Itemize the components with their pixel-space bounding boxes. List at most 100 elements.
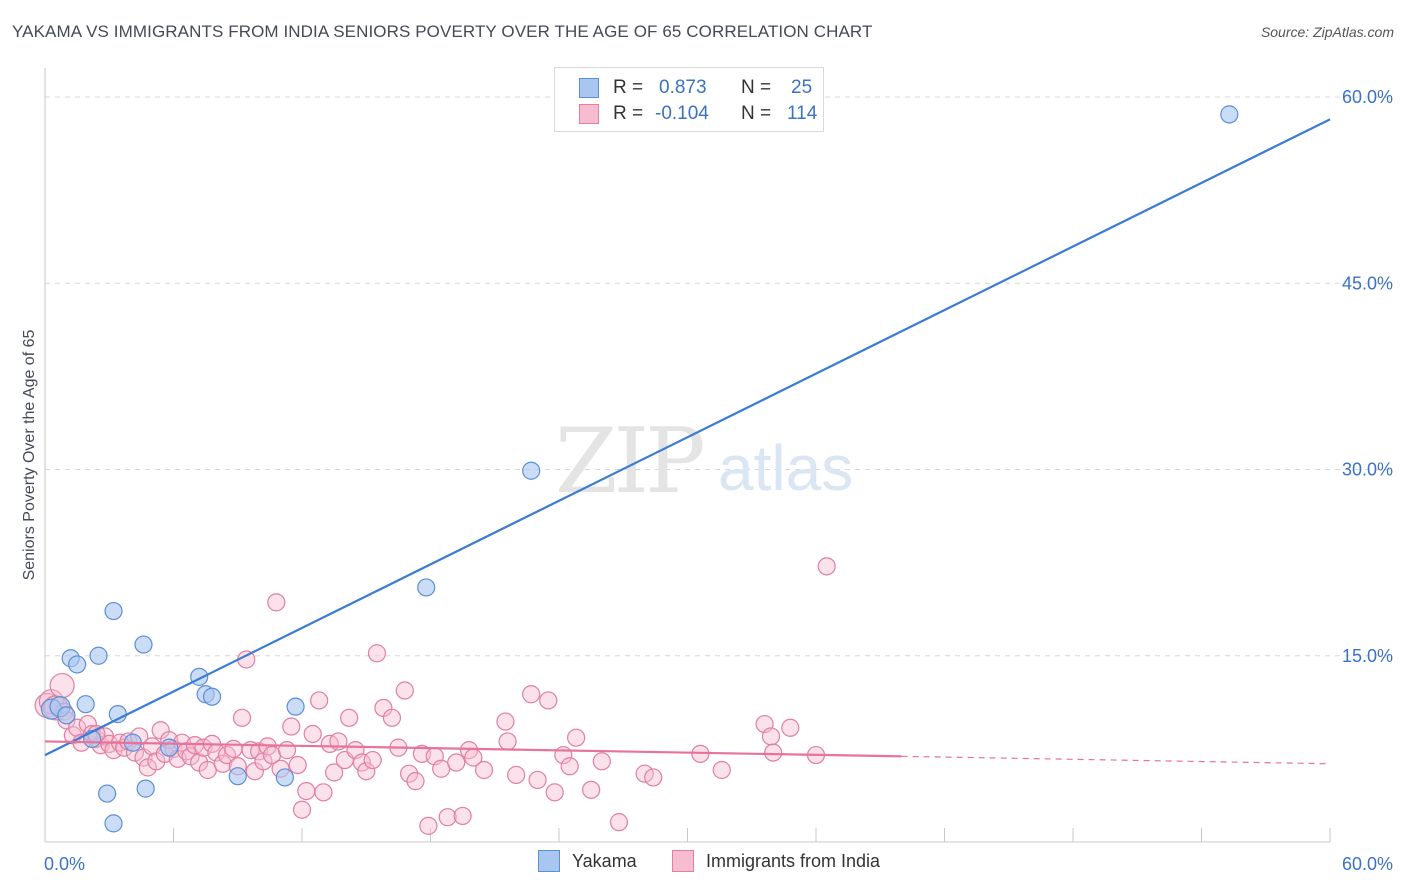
legend-n-label: N =	[741, 103, 772, 124]
india-point	[213, 754, 232, 773]
y-tick-label: 15.0%	[1342, 646, 1393, 666]
india-point	[592, 752, 611, 771]
india-point	[560, 757, 579, 776]
legend-r-label: R =	[613, 103, 644, 124]
legend-n-label: N =	[741, 77, 772, 98]
legend-r-label: R =	[613, 77, 644, 98]
series-legend: Yakama Immigrants from India	[0, 850, 1406, 878]
x-tick-label: 0.0%	[44, 854, 85, 874]
watermark-zip: ZIP	[555, 409, 703, 514]
legend-row-yakama: R = 0.873 N = 25	[579, 75, 812, 101]
yakama-point	[286, 697, 305, 716]
india-point	[297, 781, 316, 801]
india-point	[781, 718, 800, 737]
india-point	[447, 753, 466, 772]
yakama-point	[76, 695, 95, 714]
india-point	[340, 708, 359, 727]
india-point	[282, 717, 301, 736]
y-tick-label: 60.0%	[1342, 87, 1393, 107]
legend-item-yakama[interactable]: Yakama	[538, 850, 637, 872]
yakama-point	[98, 784, 117, 803]
india-point	[817, 557, 836, 576]
india-point	[292, 800, 312, 819]
yakama-point	[1220, 105, 1239, 124]
watermark: ZIP atlas	[555, 409, 853, 514]
india-point	[303, 724, 322, 744]
yakama-point	[57, 706, 76, 725]
india-point	[507, 765, 526, 785]
legend-label-yakama: Yakama	[572, 850, 637, 871]
india-point	[498, 732, 517, 751]
yakama-point	[275, 768, 294, 787]
india-point	[712, 760, 731, 780]
chart-title: YAKAMA VS IMMIGRANTS FROM INDIA SENIORS …	[12, 22, 873, 41]
y-tick-label: 45.0%	[1342, 273, 1393, 293]
india-point	[357, 762, 376, 781]
india-point	[399, 764, 419, 783]
india-point	[49, 672, 75, 699]
india-point	[288, 755, 307, 775]
india-point	[453, 806, 472, 826]
india-point	[367, 644, 387, 663]
india-point	[277, 741, 297, 760]
yakama-point	[228, 767, 247, 786]
yakama-points	[40, 105, 1239, 833]
india-point	[764, 743, 783, 762]
india-point	[325, 763, 344, 782]
india-point	[644, 768, 663, 787]
india-point	[522, 685, 541, 704]
yakama-point	[522, 461, 541, 480]
india-trend-line-dashed	[901, 755, 1331, 765]
india-point	[314, 783, 333, 802]
yakama-trend-line	[44, 118, 1331, 757]
legend-r-value: -0.104	[655, 103, 709, 124]
legend-swatch-india	[579, 104, 599, 124]
india-point	[406, 772, 425, 791]
india-point	[528, 770, 547, 790]
yakama-point	[89, 646, 108, 665]
yakama-point	[134, 635, 153, 654]
india-point	[352, 753, 372, 772]
india-point	[382, 708, 402, 727]
india-trend-line	[44, 740, 902, 758]
legend-r-value: 0.873	[659, 77, 707, 98]
india-point	[232, 708, 252, 727]
legend-label-india: Immigrants from India	[706, 850, 881, 871]
y-tick-label: 30.0%	[1342, 460, 1393, 480]
yakama-point	[68, 655, 87, 674]
india-point	[474, 760, 494, 780]
trend-lines	[44, 118, 1331, 765]
india-point	[363, 750, 382, 770]
yakama-point	[104, 814, 123, 833]
grid-lines	[45, 96, 1392, 657]
legend-n-value: 25	[791, 77, 813, 98]
india-point	[419, 816, 438, 835]
india-point	[496, 712, 515, 731]
india-point	[267, 593, 286, 612]
india-point	[395, 681, 414, 700]
y-axis-label: Seniors Poverty Over the Age of 65	[21, 329, 38, 581]
watermark-atlas: atlas	[718, 432, 853, 504]
india-point	[224, 739, 243, 758]
legend-row-india: R = -0.104 N = 114	[579, 101, 817, 127]
india-point	[545, 783, 564, 802]
x-tick-label: 60.0%	[1342, 854, 1393, 874]
yakama-point	[136, 779, 155, 798]
legend-swatch-india	[672, 850, 694, 872]
india-point	[609, 813, 629, 832]
yakama-point	[417, 578, 436, 597]
india-point	[310, 691, 329, 710]
yakama-point	[202, 687, 222, 706]
source-label: Source: ZipAtlas.com	[1260, 24, 1394, 40]
stats-legend: R = 0.873 N = 25 R = -0.104 N = 114	[554, 67, 824, 132]
india-point	[539, 691, 558, 710]
legend-item-india[interactable]: Immigrants from India	[672, 850, 880, 872]
tick-labels: 15.0% 30.0% 45.0% 60.0% 0.0% 60.0%	[44, 87, 1393, 874]
india-point	[761, 727, 781, 746]
legend-swatch-yakama	[579, 78, 599, 98]
yakama-point	[160, 738, 179, 757]
india-points	[34, 557, 836, 835]
india-point	[567, 728, 586, 747]
legend-n-value: 114	[787, 103, 818, 124]
